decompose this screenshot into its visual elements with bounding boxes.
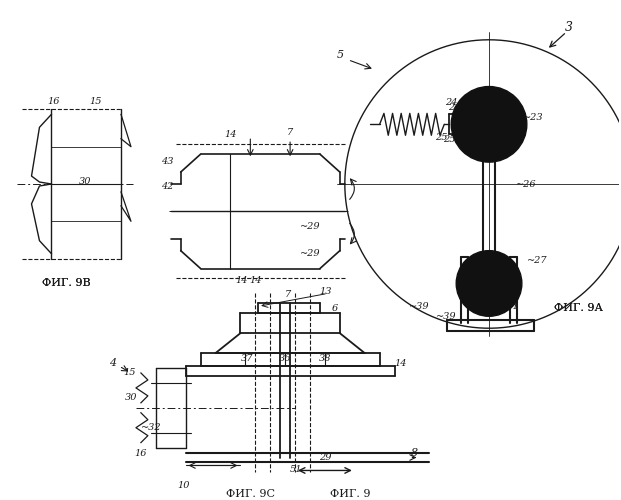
Text: ~39: ~39 xyxy=(436,312,456,321)
Text: 30: 30 xyxy=(125,394,137,402)
Text: 29: 29 xyxy=(319,453,331,462)
Text: 6: 6 xyxy=(332,304,338,313)
Text: 42: 42 xyxy=(161,182,174,192)
Text: 36: 36 xyxy=(279,354,291,362)
Text: 4: 4 xyxy=(109,358,116,368)
Text: 43: 43 xyxy=(161,156,174,166)
Text: ~41: ~41 xyxy=(499,302,519,311)
Text: ФИГ. 9: ФИГ. 9 xyxy=(330,490,370,500)
Text: 14: 14 xyxy=(224,130,237,139)
Text: ФИГ. 9А: ФИГ. 9А xyxy=(554,304,602,314)
Text: 7: 7 xyxy=(287,128,293,137)
Text: ФИГ. 9В: ФИГ. 9В xyxy=(42,278,91,288)
Text: ~29: ~29 xyxy=(300,249,320,258)
Text: 13: 13 xyxy=(319,287,332,296)
Text: 16: 16 xyxy=(47,97,60,106)
Text: 5: 5 xyxy=(337,50,343,59)
Text: 7: 7 xyxy=(285,290,291,299)
Text: ~27: ~27 xyxy=(527,256,548,265)
Text: 38: 38 xyxy=(319,354,331,362)
Text: 14: 14 xyxy=(394,358,407,368)
Text: ~39: ~39 xyxy=(409,302,430,311)
Text: 14: 14 xyxy=(249,276,261,285)
Text: 30: 30 xyxy=(79,176,91,186)
Text: 37: 37 xyxy=(241,354,253,362)
Text: 10: 10 xyxy=(178,481,190,490)
Text: 8: 8 xyxy=(411,448,418,458)
Text: 25: 25 xyxy=(443,134,455,143)
Circle shape xyxy=(456,250,522,316)
Text: 15: 15 xyxy=(124,368,136,378)
Text: 3: 3 xyxy=(564,22,573,35)
Circle shape xyxy=(451,86,527,162)
Text: ФИГ. 9А: ФИГ. 9А xyxy=(554,304,602,314)
Text: 24: 24 xyxy=(448,103,461,112)
Text: 16: 16 xyxy=(135,449,147,458)
Text: ФИГ. 9С: ФИГ. 9С xyxy=(226,490,275,500)
Text: 24: 24 xyxy=(445,98,458,107)
Text: ~23: ~23 xyxy=(523,113,543,122)
Text: ~26: ~26 xyxy=(516,180,537,188)
Text: 14: 14 xyxy=(235,276,248,285)
Text: ~32: ~32 xyxy=(140,423,161,432)
Text: ~29: ~29 xyxy=(300,222,320,231)
Text: 15: 15 xyxy=(89,97,101,106)
Text: 25: 25 xyxy=(435,133,448,142)
Text: 51: 51 xyxy=(290,465,302,474)
Text: ФИГ. 9В: ФИГ. 9В xyxy=(42,278,91,288)
